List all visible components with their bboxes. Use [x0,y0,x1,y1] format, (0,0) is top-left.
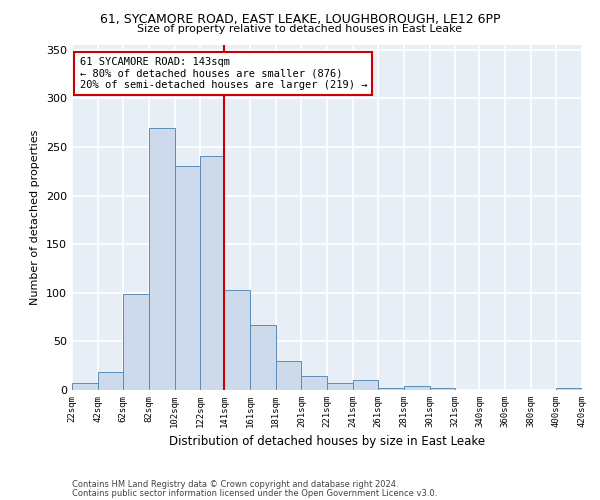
Bar [404,386,430,390]
Bar [72,383,98,390]
Bar [200,156,224,390]
X-axis label: Distribution of detached houses by size in East Leake: Distribution of detached houses by size … [169,436,485,448]
Bar [224,290,250,390]
Bar [149,128,175,390]
Bar [123,294,149,390]
Text: Contains public sector information licensed under the Open Government Licence v3: Contains public sector information licen… [72,488,437,498]
Bar [175,166,200,390]
Bar [430,388,455,390]
Bar [353,380,378,390]
Text: Size of property relative to detached houses in East Leake: Size of property relative to detached ho… [137,24,463,34]
Text: Contains HM Land Registry data © Crown copyright and database right 2024.: Contains HM Land Registry data © Crown c… [72,480,398,489]
Bar [276,361,301,390]
Bar [556,388,582,390]
Bar [327,383,353,390]
Y-axis label: Number of detached properties: Number of detached properties [31,130,40,305]
Bar [98,372,123,390]
Text: 61, SYCAMORE ROAD, EAST LEAKE, LOUGHBOROUGH, LE12 6PP: 61, SYCAMORE ROAD, EAST LEAKE, LOUGHBORO… [100,12,500,26]
Bar [378,388,404,390]
Bar [301,376,327,390]
Bar [250,325,276,390]
Text: 61 SYCAMORE ROAD: 143sqm
← 80% of detached houses are smaller (876)
20% of semi-: 61 SYCAMORE ROAD: 143sqm ← 80% of detach… [80,57,367,90]
